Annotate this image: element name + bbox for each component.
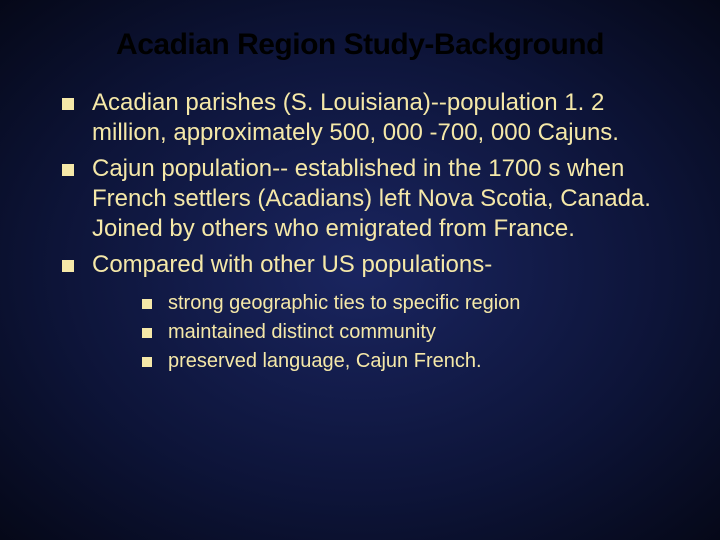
list-item: maintained distinct community — [142, 319, 680, 346]
slide-title: Acadian Region Study-Background — [40, 28, 680, 62]
bullet-text: Acadian parishes (S. Louisiana)--populat… — [92, 89, 619, 146]
bullet-text: Compared with other US populations- — [92, 251, 492, 278]
list-item: Acadian parishes (S. Louisiana)--populat… — [62, 88, 680, 148]
list-item: Cajun population-- established in the 17… — [62, 154, 680, 244]
list-item: preserved language, Cajun French. — [142, 348, 680, 375]
list-item: strong geographic ties to specific regio… — [142, 290, 680, 317]
bullet-text: preserved language, Cajun French. — [168, 350, 482, 372]
bullet-list-level2: strong geographic ties to specific regio… — [92, 290, 680, 375]
bullet-text: Cajun population-- established in the 17… — [92, 155, 651, 242]
bullet-text: strong geographic ties to specific regio… — [168, 292, 520, 314]
list-item: Compared with other US populations- stro… — [62, 250, 680, 375]
bullet-text: maintained distinct community — [168, 321, 436, 343]
bullet-list-level1: Acadian parishes (S. Louisiana)--populat… — [40, 88, 680, 375]
